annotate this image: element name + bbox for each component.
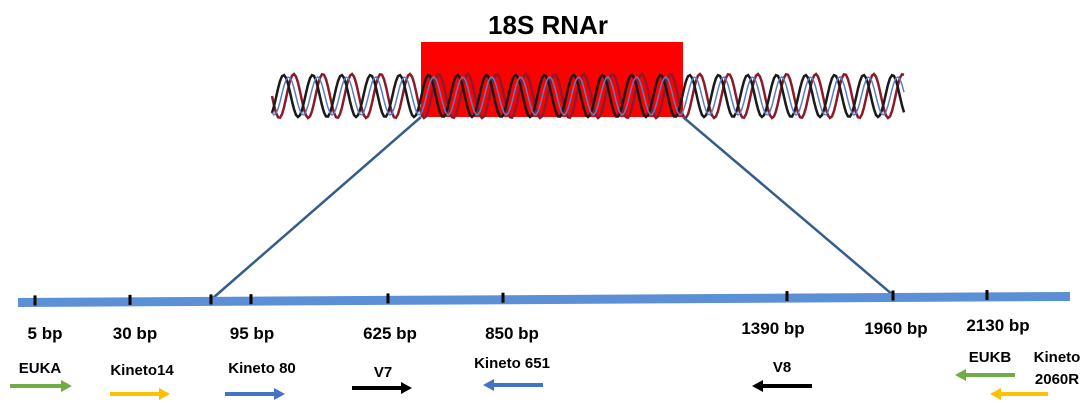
tick <box>386 293 390 304</box>
tick <box>209 294 213 305</box>
position-label: 1390 bp <box>741 319 804 338</box>
zoom-line <box>682 116 894 296</box>
tick <box>785 291 789 302</box>
primer-label: Kineto <box>1034 349 1081 366</box>
strand <box>270 72 905 120</box>
primer-label: 2060R <box>1035 371 1079 388</box>
primer-arrow-head <box>955 369 966 381</box>
dna-helix <box>270 72 906 120</box>
primer-label: Kineto 80 <box>228 360 296 377</box>
primer-arrow-head <box>61 380 72 392</box>
position-label: 2130 bp <box>966 316 1029 335</box>
strand <box>270 73 906 119</box>
primer-arrow-head <box>483 379 494 391</box>
primer-label: V8 <box>773 359 791 376</box>
primer-arrow-head <box>159 388 170 400</box>
primer-arrow-head <box>274 388 285 400</box>
position-label: 625 bp <box>363 324 417 343</box>
position-label: 5 bp <box>28 324 63 343</box>
tick <box>985 289 989 300</box>
gene-bar <box>18 292 1070 307</box>
primer-arrow-head <box>752 380 763 392</box>
tick <box>33 295 37 306</box>
position-label: 850 bp <box>485 324 539 343</box>
zoom-line <box>212 116 422 299</box>
title: 18S RNAr <box>488 10 608 40</box>
primer-label: V7 <box>374 364 392 381</box>
tick <box>891 290 895 301</box>
position-label: 95 bp <box>230 324 274 343</box>
primer-arrow-head <box>401 382 412 394</box>
primer-label: Kineto14 <box>110 362 174 379</box>
tick <box>128 294 132 305</box>
position-label: 30 bp <box>113 324 157 343</box>
primer-label: Kineto 651 <box>474 355 550 372</box>
tick <box>249 294 253 305</box>
primer-label: EUKB <box>969 349 1012 366</box>
tick <box>501 292 505 303</box>
position-label: 1960 bp <box>864 319 927 338</box>
primer-arrow-head <box>990 388 1001 400</box>
strand <box>271 76 905 116</box>
primer-label: EUKA <box>19 360 62 377</box>
